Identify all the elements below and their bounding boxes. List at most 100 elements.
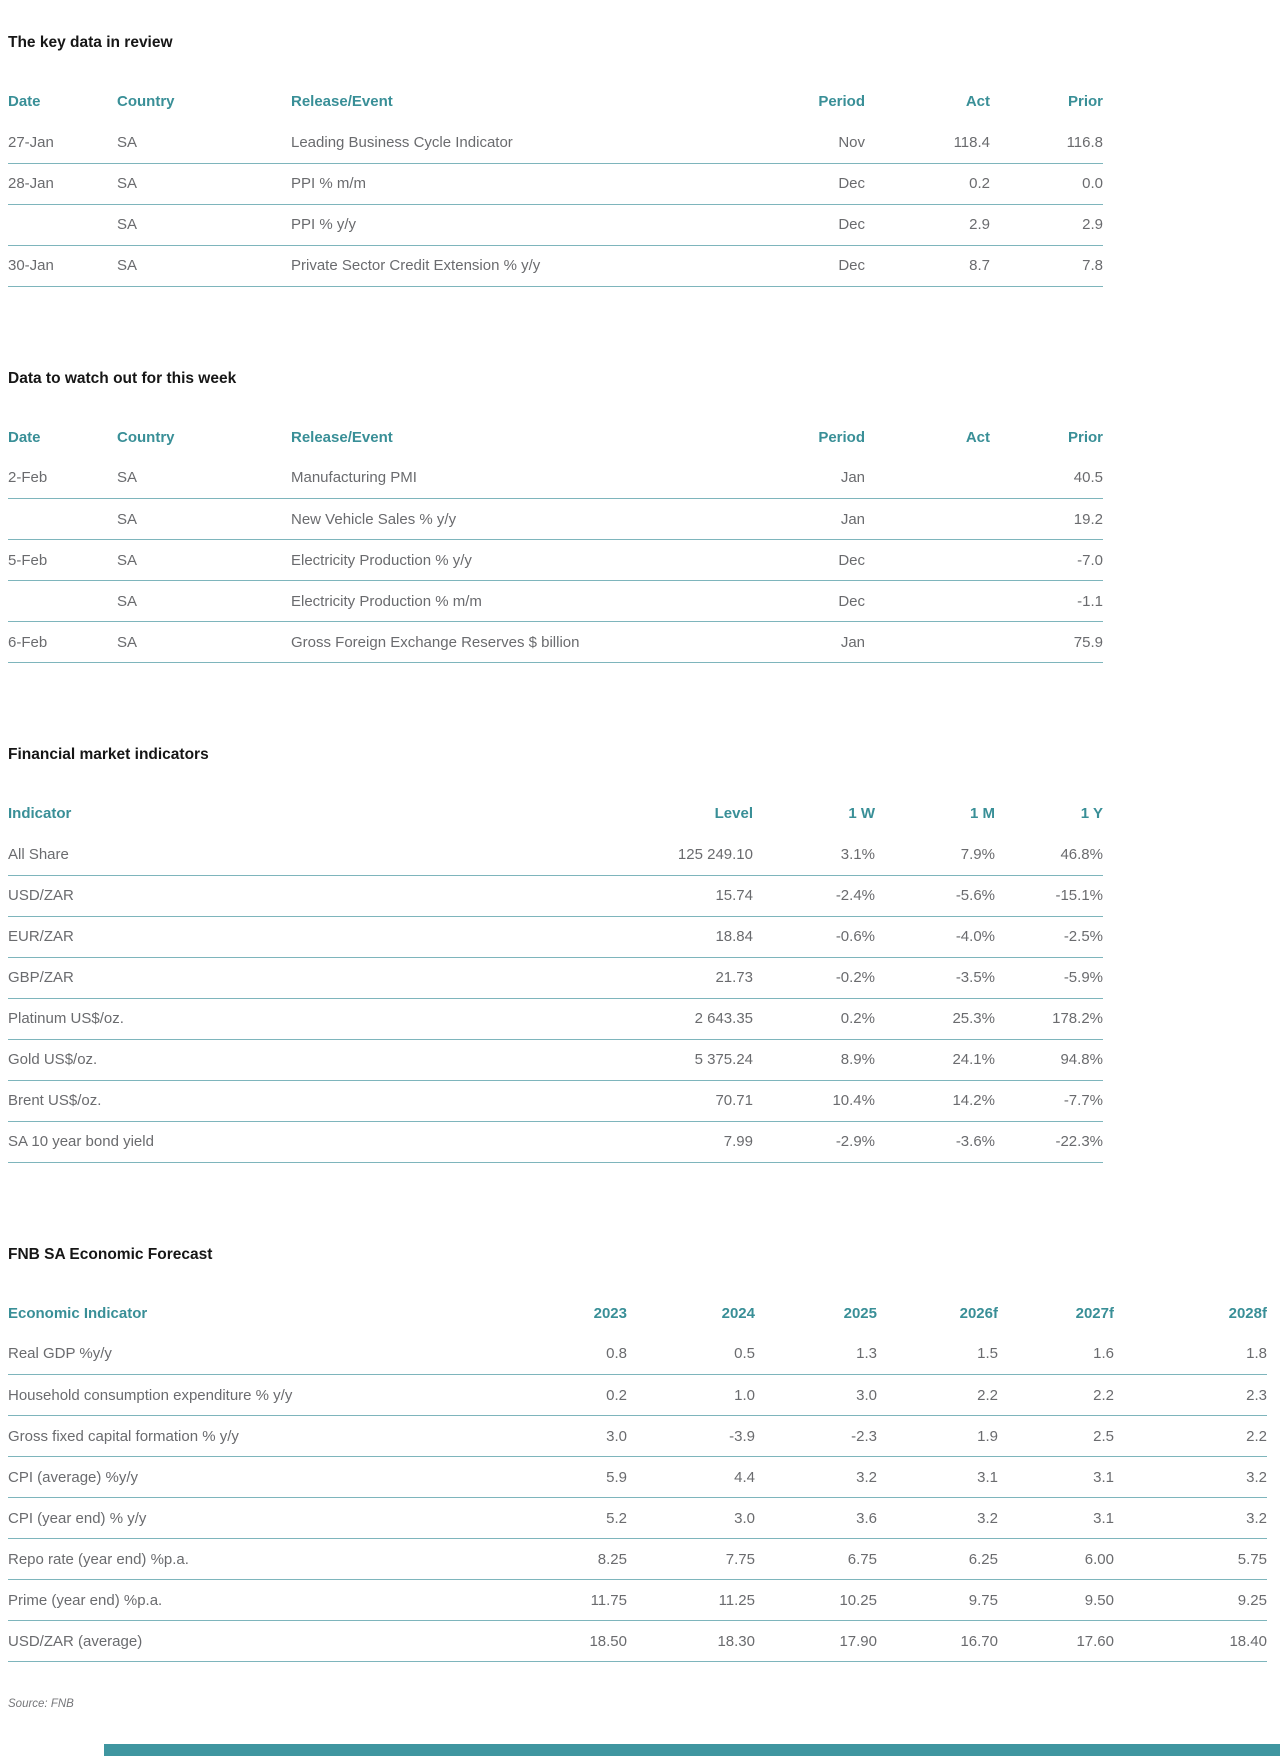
table-cell: 28-Jan [8,163,117,205]
table-cell: -2.9% [753,1121,875,1163]
column-header: 2024 [721,1304,755,1322]
key-data-review-table: Date Country Release/Event Period Act Prior 27… [8,81,1103,287]
table-cell: -4.0% [875,916,995,958]
table-cell: -3.6% [875,1121,995,1163]
table-cell: 2.5 [998,1415,1114,1457]
table-cell: 118.4 [865,122,990,164]
table-cell: 9.75 [877,1579,998,1621]
table-row: Household consumption expenditure % y/y 0… [8,1374,1267,1416]
table-cell [865,621,990,663]
table-cell: Manufacturing PMI [291,457,630,499]
table-cell: -3.9 [627,1415,755,1457]
table-cell: 11.25 [627,1579,755,1621]
section-financial-indicators: Financial market indicators Indicator Lev… [8,745,1267,1163]
table-cell: PPI % y/y [291,204,630,246]
table-cell: SA [117,122,291,164]
table-cell: Jan [630,457,865,499]
table-cell: 116.8 [990,122,1103,164]
table-row: Gold US$/oz. 5 375.24 8.9% 24.1% 94.8% [8,1039,1103,1081]
table-cell: 10.4% [753,1080,875,1122]
table-cell: 5 375.24 [528,1039,753,1081]
table-cell: -7.0 [990,539,1103,581]
table-cell: EUR/ZAR [8,916,528,958]
table-cell: 1.8 [1114,1333,1267,1375]
section-title: FNB SA Economic Forecast [8,1245,213,1263]
table-cell: 6.00 [998,1538,1114,1580]
column-header: 2023 [593,1304,627,1322]
table-row: 5-Feb SA Electricity Production % y/y Dec -7… [8,539,1103,581]
table-cell [8,498,117,540]
table-row: SA Electricity Production % m/m Dec -1.1 [8,580,1103,622]
table-cell: -2.4% [753,875,875,917]
table-cell [8,580,117,622]
table-row: 2-Feb SA Manufacturing PMI Jan 40.5 [8,457,1103,499]
table-row: 30-Jan SA Private Sector Credit Extension … [8,245,1103,287]
table-cell: 7.9% [875,834,995,876]
table-cell: 1.6 [998,1333,1114,1375]
table-cell: 8.7 [865,245,990,287]
table-row: Repo rate (year end) %p.a. 8.25 7.75 6.75 6.… [8,1538,1267,1580]
table-cell: 3.2 [877,1497,998,1539]
column-header: 2028f [1228,1304,1267,1322]
table-cell: 3.1% [753,834,875,876]
column-header: Prior [1067,428,1103,446]
table-cell: Platinum US$/oz. [8,998,528,1040]
table-cell: Dec [630,539,865,581]
table-cell: Jan [630,621,865,663]
table-cell: SA [117,204,291,246]
table-cell: -0.2% [753,957,875,999]
table-cell: -22.3% [995,1121,1103,1163]
column-header: 2025 [843,1304,877,1322]
table-cell: SA [117,163,291,205]
table-row: USD/ZAR (average) 18.50 18.30 17.90 16.70 17.… [8,1620,1267,1662]
table-cell: 6-Feb [8,621,117,663]
column-header: Indicator [8,805,72,822]
table-cell [865,539,990,581]
column-header: Prior [1067,93,1103,110]
table-cell: -7.7% [995,1080,1103,1122]
column-header: Act [965,428,990,446]
table-cell: 0.2% [753,998,875,1040]
table-cell: 5.75 [1114,1538,1267,1580]
table-cell: Gross Foreign Exchange Reserves $ billio… [291,621,630,663]
table-cell: SA [117,498,291,540]
column-header: 2027f [1075,1304,1114,1322]
table-cell: SA [117,457,291,499]
table-cell: Repo rate (year end) %p.a. [8,1538,448,1580]
table-row: SA PPI % y/y Dec 2.9 2.9 [8,204,1103,246]
table-cell: SA [117,245,291,287]
table-row: GBP/ZAR 21.73 -0.2% -3.5% -5.9% [8,957,1103,999]
table-cell: 5.2 [448,1497,627,1539]
column-header: Release/Event [291,428,393,446]
column-header: 2026f [959,1304,998,1322]
table-cell: 7.99 [528,1121,753,1163]
table-cell: 0.2 [865,163,990,205]
column-header: 1 W [848,805,875,822]
table-cell: PPI % m/m [291,163,630,205]
table-cell: USD/ZAR [8,875,528,917]
table-cell: 18.30 [627,1620,755,1662]
section-data-to-watch: Data to watch out for this week Date Coun… [8,369,1267,663]
table-cell: 3.2 [755,1456,877,1498]
table-cell: -15.1% [995,875,1103,917]
table-cell: SA 10 year bond yield [8,1121,528,1163]
table-cell: Electricity Production % y/y [291,539,630,581]
section-title: Financial market indicators [8,746,209,763]
table-cell: 6.75 [755,1538,877,1580]
table-cell: -2.5% [995,916,1103,958]
table-cell: 7.8 [990,245,1103,287]
table-cell: Jan [630,498,865,540]
column-header: Economic Indicator [8,1304,148,1322]
table-cell: Leading Business Cycle Indicator [291,122,630,164]
source-note: Source: FNB [8,1698,74,1710]
table-cell: SA [117,580,291,622]
table-cell: CPI (average) %y/y [8,1456,448,1498]
table-row: Platinum US$/oz. 2 643.35 0.2% 25.3% 178.2% [8,998,1103,1040]
table-row: CPI (year end) % y/y 5.2 3.0 3.6 3.2 3.1 3.2 [8,1497,1267,1539]
table-cell: 70.71 [528,1080,753,1122]
column-header: Period [818,93,865,110]
table-cell: 2.9 [990,204,1103,246]
table-cell: All Share [8,834,528,876]
table-cell: 5.9 [448,1456,627,1498]
